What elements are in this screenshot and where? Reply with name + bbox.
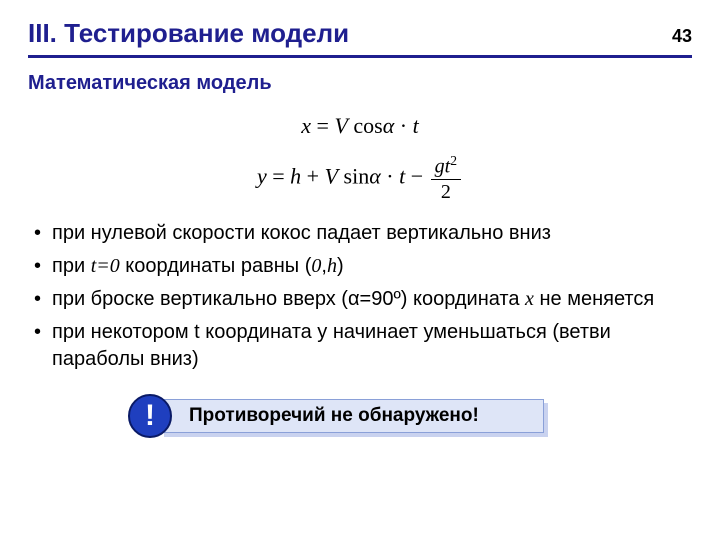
equation-x: x = V cosα · t (301, 113, 418, 139)
fraction-numerator: gt2 (431, 153, 461, 180)
page-title: III. Тестирование модели (28, 18, 349, 49)
callout: Противоречий не обнаружено! ! (128, 397, 548, 441)
callout-text: Противоречий не обнаружено! (189, 405, 479, 427)
section-subtitle: Математическая модель (28, 72, 692, 95)
list-item: при некотором t координата y начинает ум… (34, 319, 692, 373)
title-rule (28, 55, 692, 58)
equation-block: x = V cosα · t y = h + V sinα · t − gt22 (28, 113, 692, 204)
equation-y-fraction: gt22 (431, 153, 461, 204)
equation-y: y = h + V sinα · t − gt22 (257, 153, 463, 204)
header-row: III. Тестирование модели 43 (28, 18, 692, 49)
list-item: при нулевой скорости кокос падает вертик… (34, 220, 692, 247)
fraction-denominator: 2 (431, 180, 461, 204)
exclamation-icon: ! (128, 394, 172, 438)
equation-y-prefix: y = h + V sinα · t − (257, 164, 429, 189)
list-item: при t=0 координаты равны (0,h) (34, 253, 692, 280)
list-item: при броске вертикально вверх (α=90º) коо… (34, 286, 692, 313)
bullet-list: при нулевой скорости кокос падает вертик… (28, 220, 692, 373)
page-number: 43 (672, 26, 692, 47)
callout-bar: Противоречий не обнаружено! (160, 399, 544, 433)
